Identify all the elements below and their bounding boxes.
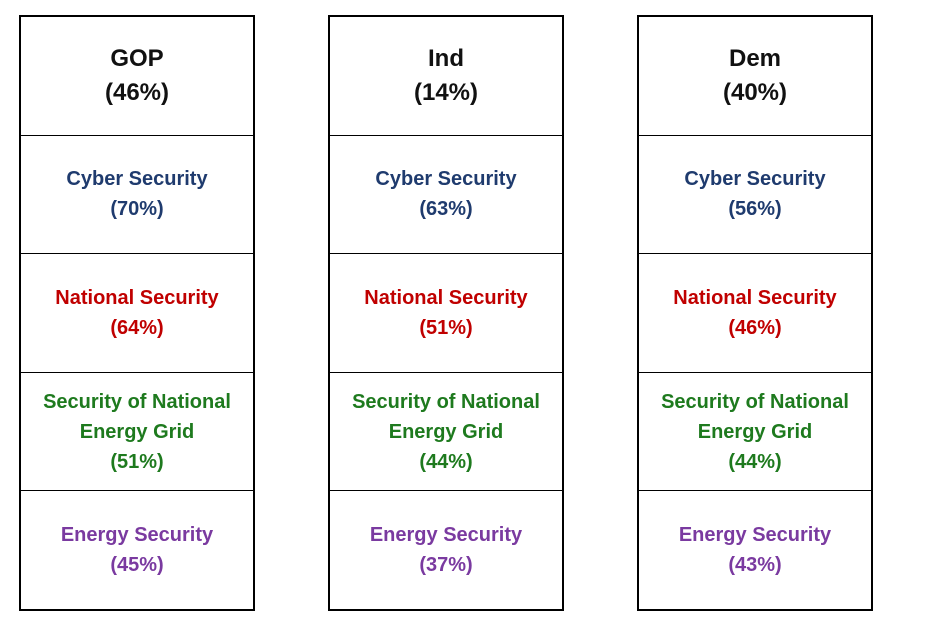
- issue-national-security: National Security (64%): [21, 254, 253, 373]
- party-column-ind: Ind (14%) Cyber Security (63%) National …: [328, 15, 564, 611]
- issue-label: National Security: [364, 286, 528, 309]
- issue-value: (37%): [419, 554, 473, 577]
- issue-value: (45%): [110, 554, 164, 577]
- issue-label: Cyber Security: [66, 168, 208, 191]
- issue-national-security: National Security (51%): [330, 254, 562, 373]
- issue-label: Energy Security: [369, 524, 523, 547]
- issue-label: Energy Security: [678, 524, 832, 547]
- issue-label-line2: Energy Grid: [697, 420, 813, 443]
- issue-cyber-security: Cyber Security (56%): [639, 136, 871, 255]
- party-column-gop: GOP (46%) Cyber Security (70%) National …: [19, 15, 255, 611]
- issue-value: (51%): [110, 450, 164, 473]
- issue-value: (64%): [110, 316, 164, 339]
- issue-label: Energy Security: [60, 524, 214, 547]
- issue-label: National Security: [673, 286, 837, 309]
- party-header: GOP (46%): [21, 17, 253, 136]
- issue-label-line1: Security of National: [661, 390, 849, 413]
- issue-value: (44%): [419, 450, 473, 473]
- party-name: Ind: [428, 44, 464, 72]
- issue-label: National Security: [55, 286, 219, 309]
- issue-national-security: National Security (46%): [639, 254, 871, 373]
- issue-value: (46%): [728, 316, 782, 339]
- party-share: (40%): [722, 78, 788, 106]
- issue-value: (63%): [419, 198, 473, 221]
- issue-label-line1: Security of National: [43, 390, 231, 413]
- issue-label: Cyber Security: [375, 168, 517, 191]
- issue-label-line2: Energy Grid: [388, 420, 504, 443]
- issue-value: (44%): [728, 450, 782, 473]
- issue-label: Cyber Security: [684, 168, 826, 191]
- party-name: GOP: [110, 44, 164, 72]
- party-name: Dem: [728, 44, 782, 72]
- issue-cyber-security: Cyber Security (63%): [330, 136, 562, 255]
- party-share: (14%): [413, 78, 479, 106]
- issue-label-line1: Security of National: [352, 390, 540, 413]
- issue-value: (43%): [728, 554, 782, 577]
- issue-label-line2: Energy Grid: [79, 420, 195, 443]
- issue-energy-grid-security: Security of National Energy Grid (44%): [639, 373, 871, 492]
- party-column-dem: Dem (40%) Cyber Security (56%) National …: [637, 15, 873, 611]
- issue-value: (51%): [419, 316, 473, 339]
- party-header: Ind (14%): [330, 17, 562, 136]
- issue-energy-security: Energy Security (45%): [21, 491, 253, 609]
- issue-value: (56%): [728, 198, 782, 221]
- issue-cyber-security: Cyber Security (70%): [21, 136, 253, 255]
- issue-energy-security: Energy Security (43%): [639, 491, 871, 609]
- issue-value: (70%): [110, 198, 164, 221]
- issue-energy-grid-security: Security of National Energy Grid (44%): [330, 373, 562, 492]
- issue-energy-security: Energy Security (37%): [330, 491, 562, 609]
- issue-energy-grid-security: Security of National Energy Grid (51%): [21, 373, 253, 492]
- party-header: Dem (40%): [639, 17, 871, 136]
- party-share: (46%): [104, 78, 170, 106]
